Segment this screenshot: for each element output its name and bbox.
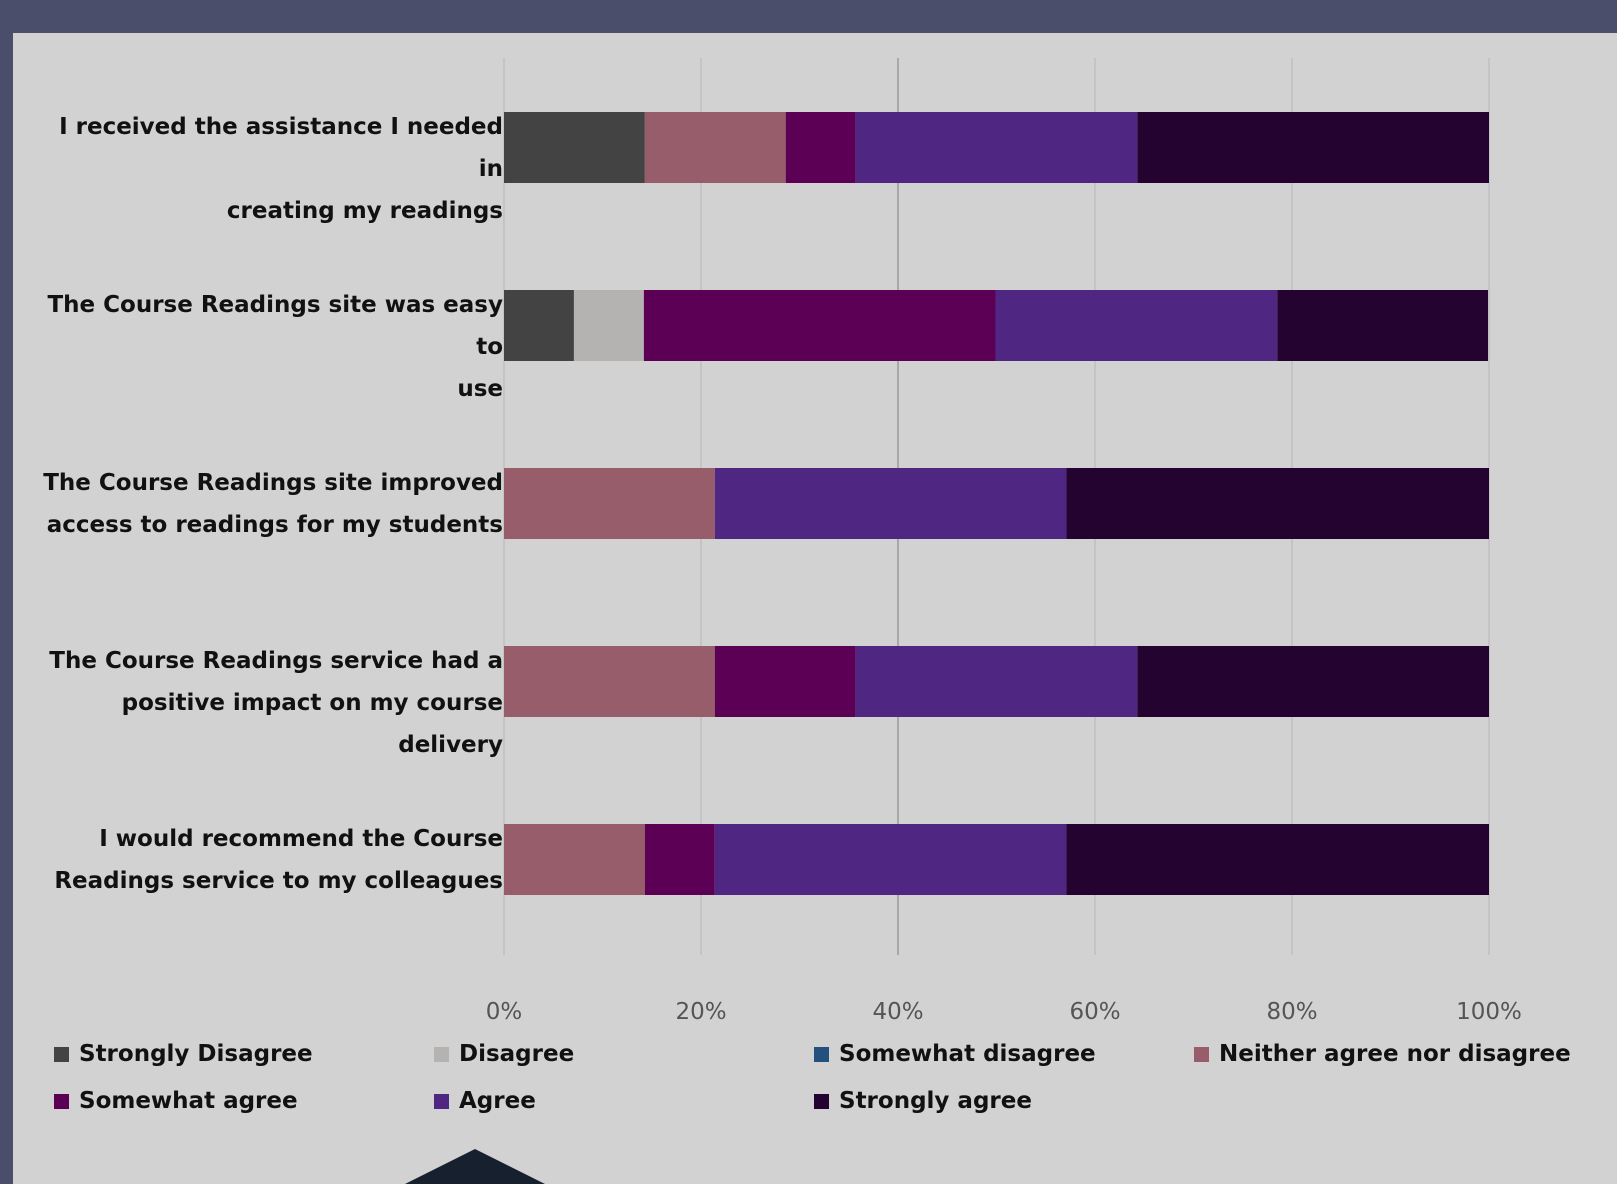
legend-item: Disagree [434,1039,574,1069]
legend-label: Agree [459,1088,536,1114]
bar-segment [504,112,645,183]
legend-label: Somewhat disagree [839,1041,1096,1067]
x-tick-label: 40% [872,999,924,1025]
category-label-line: use [457,375,503,402]
category-label: I received the assistance I needed in cre… [33,106,503,232]
bar-segment [1277,290,1489,361]
category-label: The Course Readings service had a positiv… [33,640,503,766]
bar-segment [785,112,856,183]
legend-item: Agree [434,1086,536,1116]
category-label-line: Readings service to my colleagues [54,867,503,894]
category-label: I would recommend the Course Readings ser… [33,818,503,902]
category-label-line: access to readings for my students [46,511,503,538]
bar-segment [504,290,574,361]
legend-item: Strongly Disagree [54,1039,313,1069]
category-label-line: I received the assistance I needed in [59,113,503,182]
bar-segment [504,646,715,717]
bar-segment [714,824,1067,895]
legend-label: Strongly Disagree [79,1041,313,1067]
legend-swatch [814,1046,829,1062]
category-label-line: The Course Readings site was easy to [47,291,503,360]
bar-segment [644,824,715,895]
bar-segment [1066,824,1489,895]
category-label: The Course Readings site improved access … [33,462,503,546]
bar-segment [644,112,786,183]
legend-label: Strongly agree [839,1088,1032,1114]
x-tick-label: 0% [485,999,523,1025]
stacked-bar-chart [503,58,1490,955]
bar-segment [504,468,715,539]
legend-label: Disagree [459,1041,575,1067]
bar-segment [504,824,645,895]
bar-segment [855,646,1138,717]
legend-item: Neither agree nor disagree [1194,1039,1571,1069]
category-label-line: positive impact on my course delivery [121,689,503,758]
bar-segment [1066,468,1489,539]
legend-swatch [54,1093,69,1109]
bar-segment [1137,646,1489,717]
legend-swatch [814,1093,829,1109]
x-tick-label: 100% [1456,999,1522,1025]
legend-swatch [54,1046,69,1062]
category-label-line: I would recommend the Course [99,825,503,852]
legend-label: Neither agree nor disagree [1219,1041,1571,1067]
x-tick-label: 60% [1069,999,1121,1025]
chart-panel: I received the assistance I needed in cre… [13,33,1617,1184]
legend-swatch [1194,1046,1209,1062]
bar-segment [1137,112,1489,183]
x-tick-label: 20% [675,999,727,1025]
bar-segment [855,112,1138,183]
category-label-line: The Course Readings site improved [43,469,503,496]
bar-segment [573,290,644,361]
bar-segment [995,290,1278,361]
legend-item: Strongly agree [814,1086,1032,1116]
legend-item: Somewhat disagree [814,1039,1096,1069]
bar-segment [714,646,856,717]
legend-label: Somewhat agree [79,1088,298,1114]
category-label-line: creating my readings [226,197,503,224]
bar-segment [714,468,1067,539]
bar-segment [643,290,996,361]
callout-pointer [405,1149,545,1184]
category-label-line: The Course Readings service had a [49,647,503,674]
legend-swatch [434,1046,449,1062]
x-tick-label: 80% [1266,999,1318,1025]
legend-swatch [434,1093,449,1109]
legend-item: Somewhat agree [54,1086,298,1116]
category-label: The Course Readings site was easy to use [33,284,503,410]
